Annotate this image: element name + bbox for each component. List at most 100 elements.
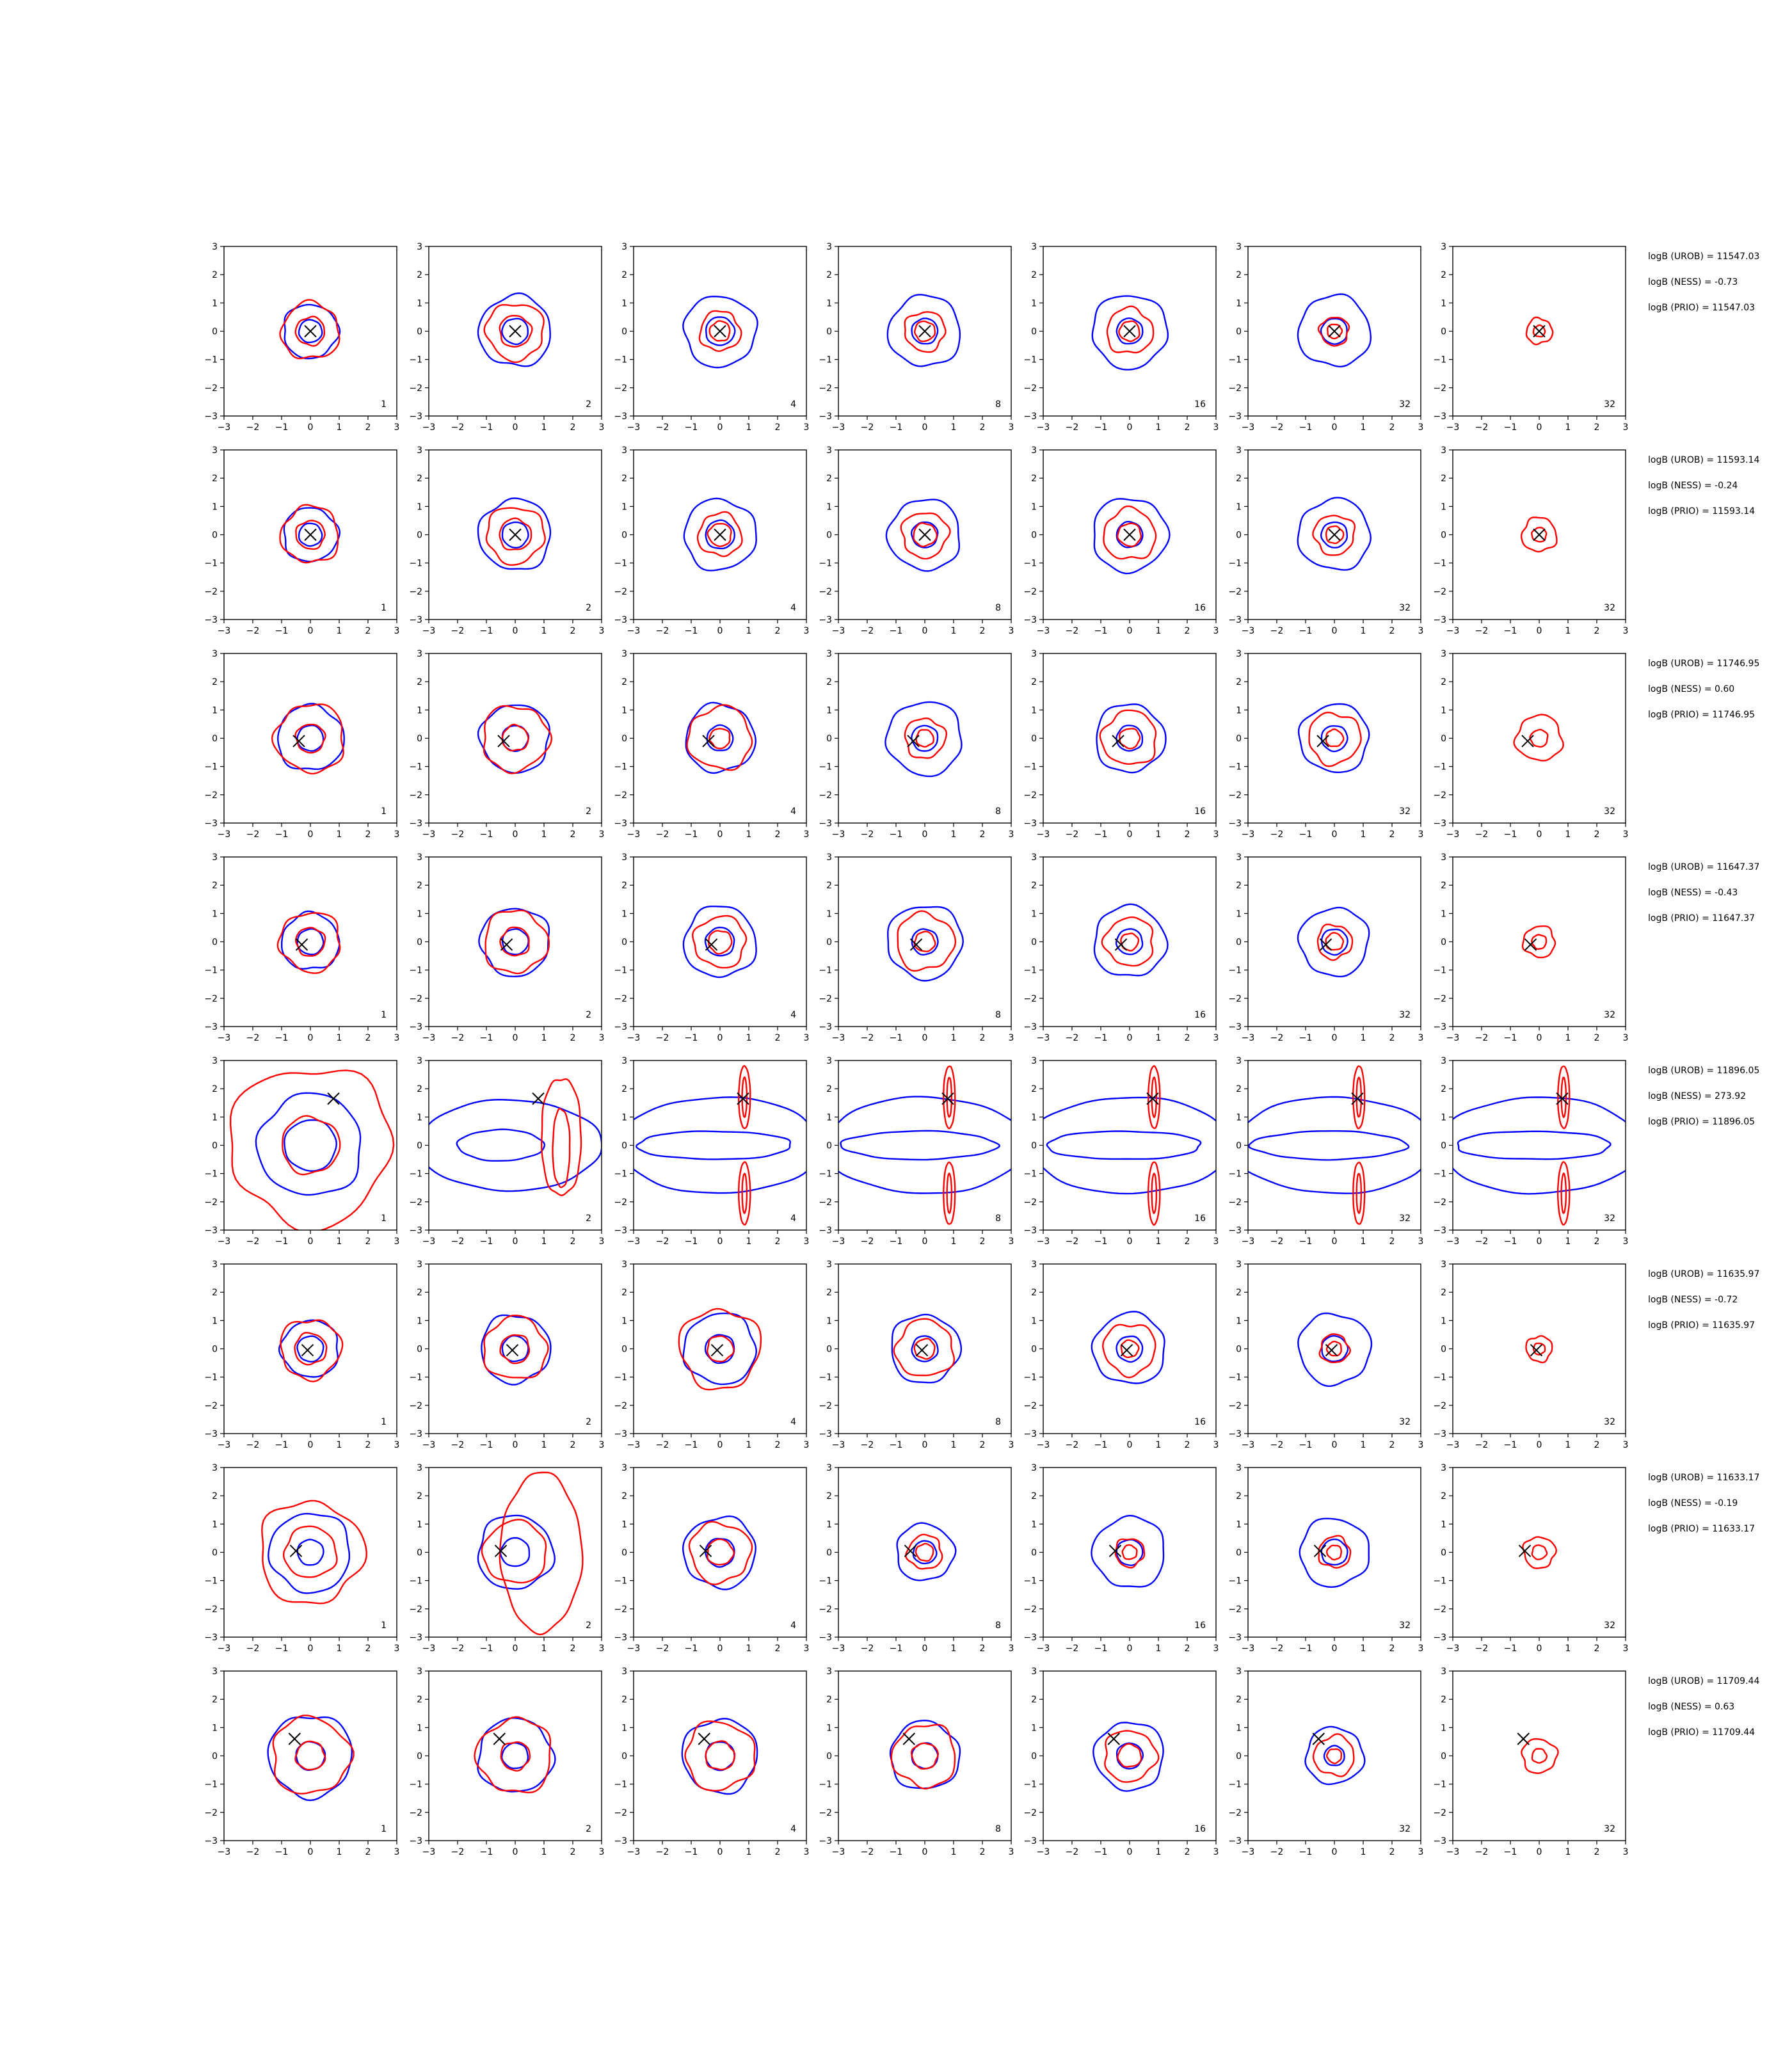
panel-count-label: 4 [790, 1824, 796, 1834]
y-tick-label: −3 [1228, 615, 1242, 625]
red-contour [483, 304, 545, 364]
x-tick-label: 1 [541, 1847, 547, 1857]
x-tick-label: −3 [1037, 422, 1050, 433]
x-tick-label: 3 [1213, 1644, 1219, 1654]
x-tick-label: 2 [1389, 1644, 1395, 1654]
x-tick-label: −3 [218, 1644, 231, 1654]
y-tick-label: 2 [1236, 1084, 1242, 1094]
x-tick-label: 1 [746, 422, 752, 433]
panel: −3−3 −2 −2 −1 −1 0 0 1 1 2 2 3 3 4 [614, 1056, 809, 1247]
x-tick-label: −3 [1037, 1440, 1050, 1450]
panel: −3−3 −2 −2 −1 −1 0 0 1 1 2 2 3 3 16 [1023, 242, 1219, 433]
panel: −3−3 −2 −2 −1 −1 0 0 1 1 2 2 3 3 2 [409, 1463, 604, 1654]
x-tick-label: −2 [451, 1033, 465, 1043]
y-tick-label: 3 [621, 1260, 627, 1270]
panel-count-label: 32 [1604, 1213, 1615, 1224]
true-value-marker [904, 1544, 917, 1557]
panel-contours [1248, 1065, 1421, 1225]
panel: −3−3 −2 −2 −1 −1 0 0 1 1 2 2 3 3 16 [1023, 445, 1219, 636]
y-tick-label: 3 [212, 649, 218, 659]
y-tick-label: −1 [1023, 355, 1037, 365]
x-tick-label: 2 [1594, 1236, 1600, 1247]
panel-contours [1093, 903, 1169, 977]
x-tick-label: 3 [1213, 1236, 1219, 1247]
red-contour [897, 910, 957, 972]
y-tick-label: −3 [1023, 412, 1037, 422]
blue-contour [477, 497, 552, 570]
x-tick-label: 1 [1565, 1033, 1571, 1043]
x-tick-label: −2 [1066, 1033, 1079, 1043]
axes-frame [1247, 1060, 1421, 1231]
y-tick-label: −2 [614, 1197, 627, 1208]
y-tick-label: 2 [826, 270, 832, 280]
x-tick-label: 3 [1623, 1440, 1629, 1450]
y-tick-label: 0 [417, 327, 422, 337]
blue-contour [884, 701, 963, 778]
true-value-marker [918, 324, 931, 338]
blue-contour [682, 295, 758, 369]
x-tick-label: −3 [1037, 626, 1050, 636]
x-tick-label: 2 [1185, 1644, 1190, 1654]
x-tick-label: −1 [685, 829, 698, 840]
red-contour [276, 912, 341, 974]
red-contour [1148, 1161, 1161, 1226]
x-tick-label: −2 [246, 1440, 260, 1450]
y-tick-label: −3 [1433, 412, 1446, 422]
y-tick-label: −2 [204, 383, 218, 394]
x-tick-label: −2 [1066, 1847, 1079, 1857]
x-tick-label: −3 [832, 1033, 845, 1043]
y-tick-label: −2 [1023, 790, 1037, 801]
y-tick-label: 0 [826, 531, 832, 541]
x-tick-label: 2 [980, 1236, 986, 1247]
blue-contour [1248, 1130, 1410, 1161]
panel-row: −3−3−2−2−1−1001122331−3−3−2−2−1−10011223… [204, 1463, 1759, 1654]
x-tick-label: 2 [1185, 1847, 1190, 1857]
red-contour [1308, 711, 1362, 767]
y-tick-label: −2 [819, 1604, 832, 1615]
x-tick-label: 2 [775, 829, 781, 840]
blue-contour [887, 906, 964, 982]
y-tick-label: 0 [1441, 1345, 1446, 1355]
x-tick-label: 3 [394, 1236, 400, 1247]
blue-contour [1046, 1130, 1202, 1160]
red-contour [1525, 1335, 1553, 1364]
x-tick-label: 2 [570, 422, 576, 433]
blue-contour [635, 1130, 792, 1160]
blue-contour [682, 1515, 756, 1590]
panel-contours [886, 294, 961, 367]
y-tick-label: −3 [1228, 1226, 1242, 1236]
y-tick-label: −1 [1023, 762, 1037, 772]
red-contour [708, 930, 733, 955]
y-tick-label: −3 [204, 1429, 218, 1439]
y-tick-label: 2 [1236, 1491, 1242, 1501]
y-tick-label: −2 [614, 1401, 627, 1411]
red-contour [707, 523, 732, 547]
y-tick-label: 0 [417, 1141, 422, 1151]
x-tick-label: −3 [218, 1033, 231, 1043]
x-tick-label: −3 [1037, 1644, 1050, 1654]
x-tick-label: 1 [1361, 626, 1366, 636]
y-tick-label: 3 [1441, 852, 1446, 863]
red-contour [1525, 316, 1554, 346]
axes-frame [1247, 653, 1421, 824]
y-tick-label: 2 [621, 1491, 627, 1501]
panel-contours [474, 1716, 556, 1794]
red-contour [943, 1161, 956, 1225]
red-contour [890, 1724, 956, 1790]
panel: −3−3 −2 −2 −1 −1 0 0 1 1 2 2 3 3 32 [1433, 445, 1628, 636]
red-contour [501, 723, 529, 752]
y-tick-label: 3 [826, 1463, 832, 1473]
x-tick-label: −1 [1299, 626, 1313, 636]
panel-count-label: 16 [1194, 603, 1206, 613]
panel-contours [887, 906, 964, 982]
x-tick-label: −1 [1094, 1847, 1108, 1857]
panel-contours [682, 906, 757, 979]
red-contour [1325, 525, 1345, 545]
y-tick-label: −3 [819, 615, 832, 625]
y-tick-label: 0 [212, 531, 218, 541]
panel-count-label: 32 [1604, 399, 1615, 410]
y-tick-label: 1 [1031, 1316, 1037, 1326]
blue-contour [838, 1096, 1011, 1194]
axes-frame [838, 653, 1012, 824]
y-tick-label: 2 [212, 270, 218, 280]
